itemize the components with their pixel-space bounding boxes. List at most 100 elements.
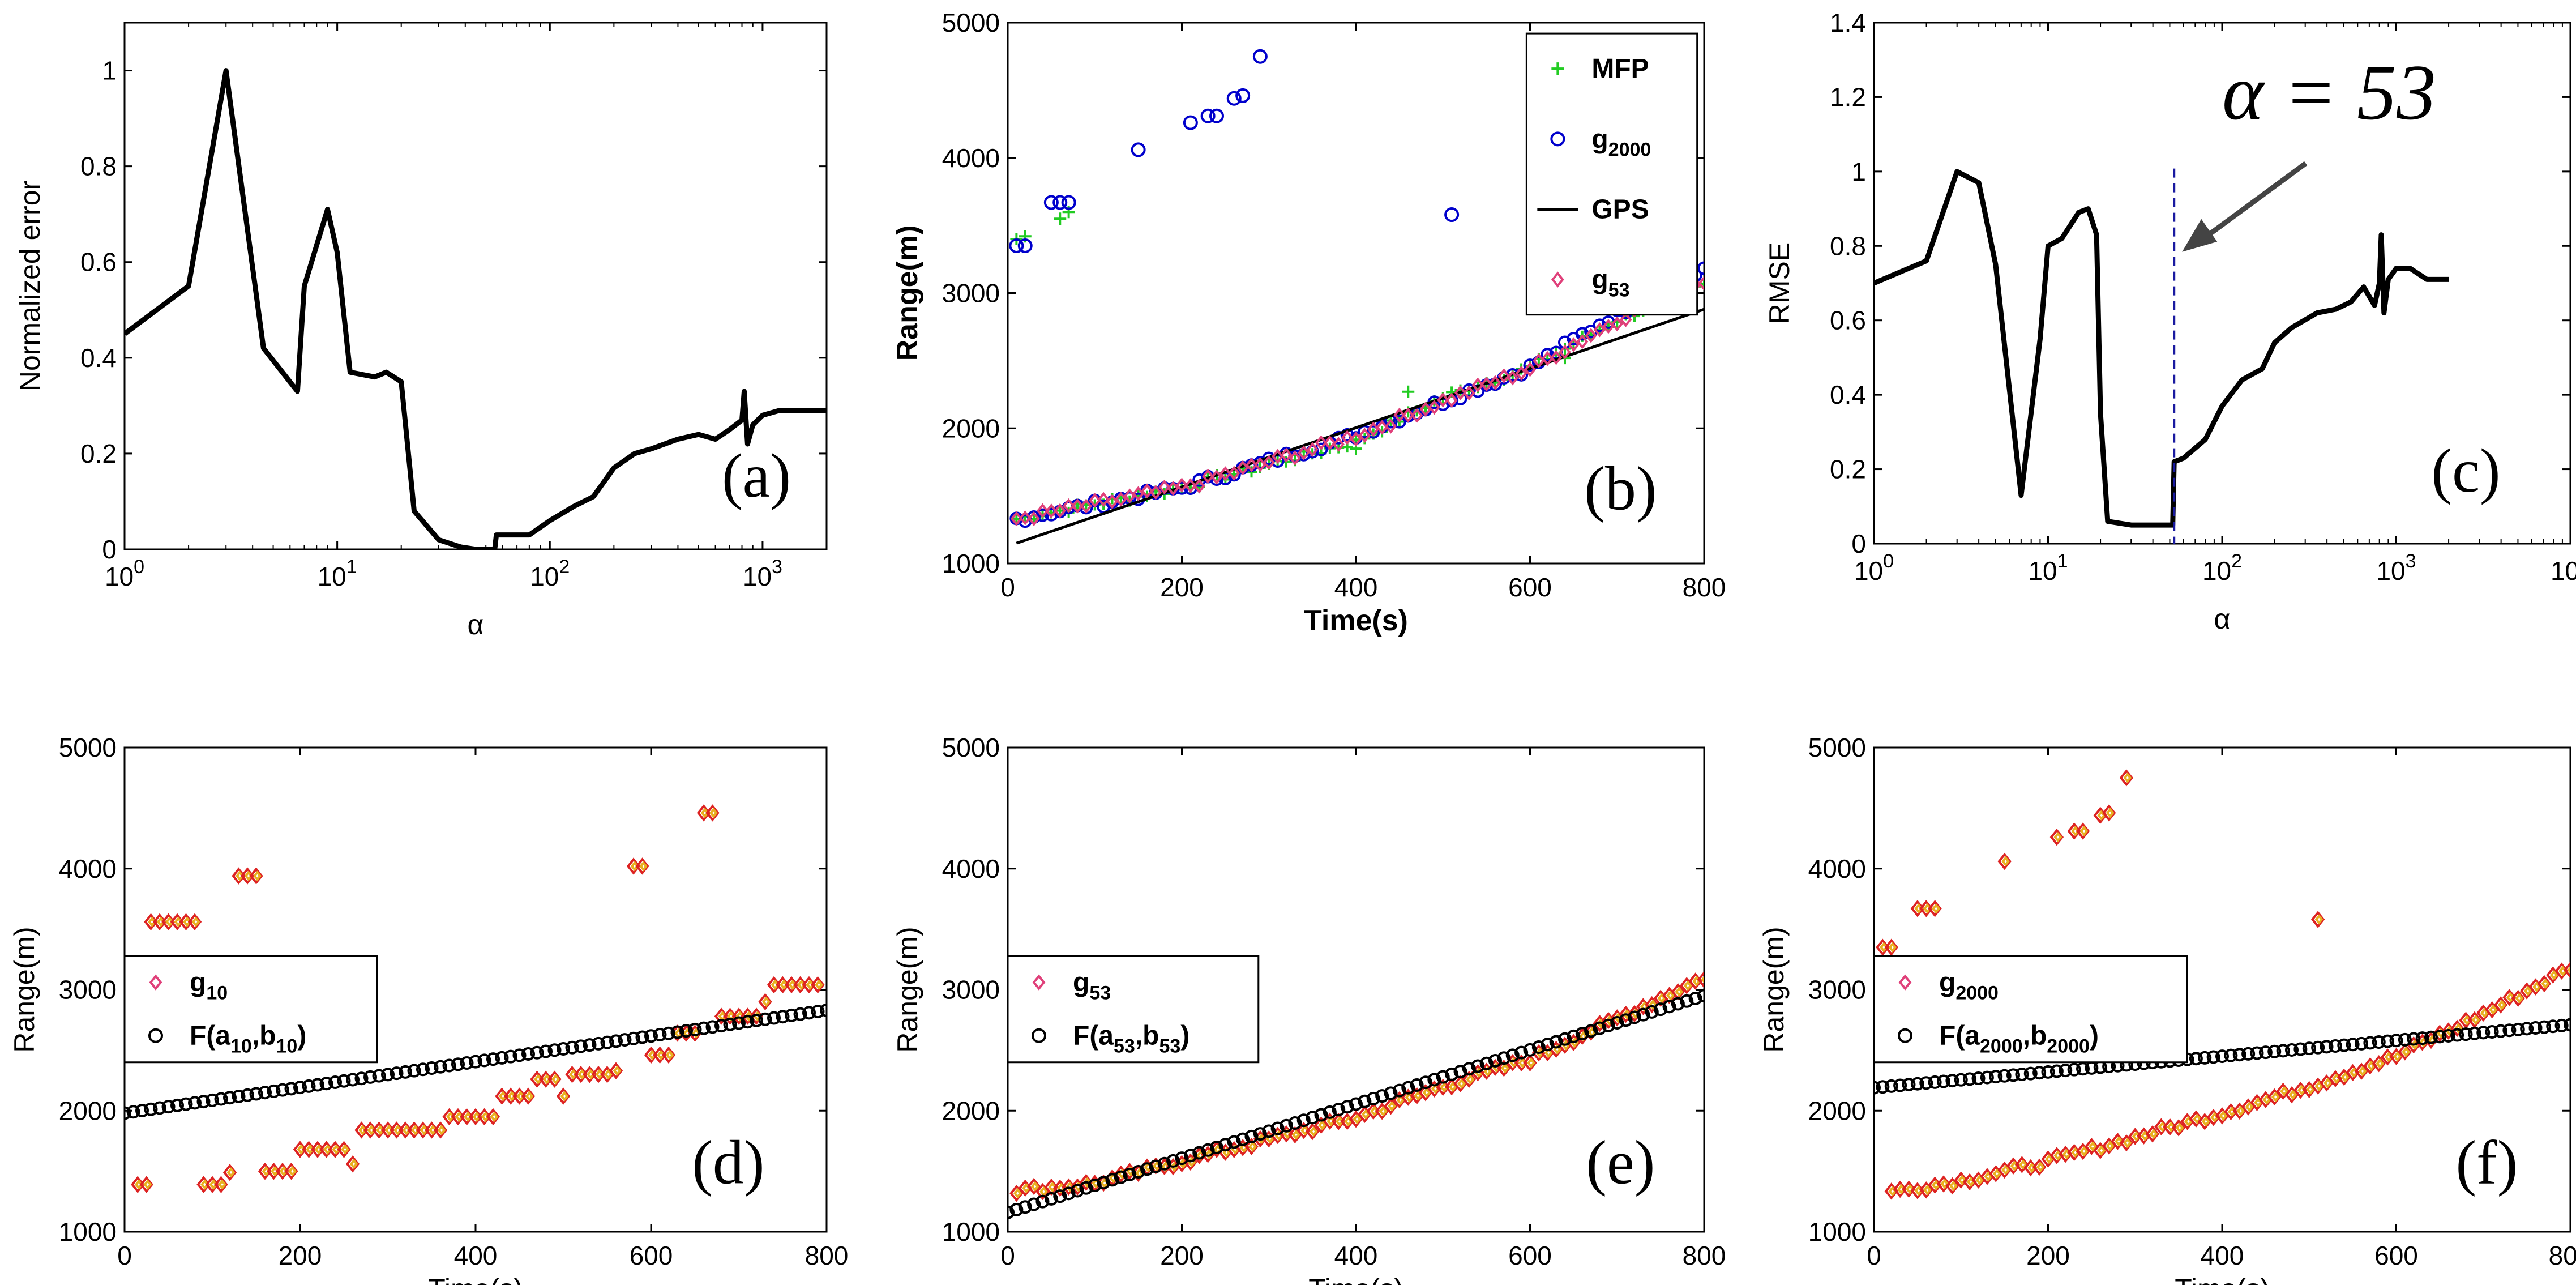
series-g2000-outlier-inner xyxy=(2314,914,2323,925)
series-f-a53-b53--point xyxy=(1288,1116,1302,1130)
series-line xyxy=(1874,169,2449,528)
series-g53-point xyxy=(1010,511,1022,527)
series-f-a2000-b2000--point xyxy=(2285,1043,2299,1057)
series-g10-point-inner xyxy=(341,1144,349,1155)
series-g53-point xyxy=(1009,1184,1024,1202)
series-f-a10-b10--point xyxy=(767,1011,781,1025)
legend-label: g53 xyxy=(1073,968,1111,1004)
series-g10-point xyxy=(372,1121,386,1139)
series-g10-point xyxy=(538,1070,553,1088)
y-tick-label: 0.2 xyxy=(1830,455,1866,484)
series-g10-point xyxy=(583,1065,597,1083)
series-f-a10-b10--point xyxy=(311,1078,324,1092)
legend-subscript: 2000 xyxy=(1608,139,1651,160)
series-f-a2000-b2000--point xyxy=(2311,1040,2325,1055)
x-tick-label: 800 xyxy=(1683,573,1726,602)
series-f-a10-b10--point xyxy=(188,1096,202,1110)
series-g2000-point-inner xyxy=(2402,1047,2411,1057)
y-tick-label: 0 xyxy=(1851,529,1866,558)
series-g10-point xyxy=(407,1121,421,1139)
series-g2000-point-inner xyxy=(2471,1014,2480,1026)
series-f-a53-b53--point xyxy=(1601,1018,1615,1032)
legend-marker xyxy=(1551,271,1564,288)
series-g53-point-inner xyxy=(1457,1078,1466,1089)
series-g2000-point-inner xyxy=(2480,1007,2489,1018)
series-g10-point xyxy=(477,1108,491,1126)
series-f-a2000-b2000--point xyxy=(2450,1028,2464,1042)
series-f-a53-b53--point xyxy=(1175,1151,1189,1166)
series-f-a53-b53--point xyxy=(1149,1159,1163,1173)
series-g53-point xyxy=(1115,492,1127,507)
series-g53-point xyxy=(1244,1138,1259,1155)
series-f-a2000-b2000--point xyxy=(1971,1071,1986,1085)
plot-area xyxy=(125,804,827,1193)
series-f-a53-b53--point xyxy=(1280,1118,1293,1133)
series-f-a10-b10--point xyxy=(530,1045,544,1060)
y-tick-label: 0.4 xyxy=(1830,380,1866,409)
legend-label: F(a10,b10) xyxy=(190,1021,306,1057)
series-g2000-point xyxy=(1954,1171,1968,1189)
series-f-a53-b53--point xyxy=(1688,991,1702,1005)
series-f-a10-b10--point xyxy=(241,1088,254,1102)
legend-subscript: 53 xyxy=(1089,983,1111,1004)
series-f-a10-b10--point xyxy=(697,1021,711,1035)
series-g53-point xyxy=(1079,1173,1093,1192)
series-g53-point xyxy=(1132,486,1145,501)
series-g10-point-inner xyxy=(226,1167,236,1178)
series-g10-point xyxy=(749,1007,764,1025)
series-g53-point-inner xyxy=(1388,1101,1396,1112)
series-f-a2000-b2000--point xyxy=(1945,1074,1959,1088)
series-g53-point xyxy=(1541,351,1554,366)
series-f-a2000-b2000--point xyxy=(1884,1079,1898,1093)
series-g10-point xyxy=(741,1007,755,1025)
x-tick-exponent: 2 xyxy=(559,556,570,578)
series-g2000-point xyxy=(2389,1048,2403,1065)
series-g10-point xyxy=(179,913,193,931)
series-f-a2000-b2000--point xyxy=(2415,1031,2429,1045)
series-g10-point xyxy=(547,1070,562,1088)
x-axis-label: α xyxy=(2214,603,2231,635)
series-f-a53-b53--point xyxy=(1183,1149,1197,1163)
x-tick-label: 800 xyxy=(2549,1241,2576,1270)
series-f-a10-b10--point xyxy=(574,1039,588,1053)
series-f-a10-b10--point xyxy=(196,1095,211,1109)
series-g2000-outlier xyxy=(1061,195,1076,210)
legend-subscript2: 10 xyxy=(276,1036,297,1057)
series-g10-point-inner xyxy=(604,1069,613,1080)
series-g10-point xyxy=(758,993,772,1011)
x-axis-label: Time(s) xyxy=(428,1273,523,1285)
series-f-a2000-b2000--point xyxy=(2015,1068,2029,1082)
y-tick-label: 1 xyxy=(102,56,117,86)
x-tick-label: 600 xyxy=(2374,1241,2418,1270)
series-g2000-point-inner xyxy=(1949,1180,1958,1192)
x-tick-label: 101 xyxy=(2028,550,2068,586)
series-f-a10-b10--point xyxy=(249,1087,263,1101)
series-g10-point xyxy=(139,1176,153,1193)
series-f-a53-b53--point xyxy=(1044,1192,1058,1206)
y-tick-label: 0.6 xyxy=(1830,306,1866,335)
series-f-a2000-b2000--point xyxy=(1997,1069,2012,1083)
series-g10-point-inner xyxy=(762,996,771,1007)
series-f-a2000-b2000--point xyxy=(2276,1044,2290,1058)
series-g2000-point xyxy=(2189,1110,2203,1128)
series-g53-point-inner xyxy=(1448,1081,1457,1092)
x-tick-label: 400 xyxy=(1334,573,1378,602)
series-f-a53-b53--point xyxy=(1105,1173,1119,1187)
x-tick-base: 10 xyxy=(743,562,772,591)
series-g2000-point-inner xyxy=(2149,1129,2158,1139)
series-f-a53-b53--point xyxy=(1201,1143,1215,1157)
series-g53-point xyxy=(1210,469,1223,485)
y-tick-label: 4000 xyxy=(942,143,1000,173)
series-g2000-point-inner xyxy=(2506,992,2515,1003)
y-tick-label: 1000 xyxy=(942,1217,1000,1246)
series-g53-point-inner xyxy=(1666,990,1675,1001)
series-g10-point xyxy=(205,1176,220,1193)
series-g53-point xyxy=(1202,468,1214,484)
x-tick-label: 104 xyxy=(2551,550,2576,586)
series-f-a10-b10--point xyxy=(161,1100,176,1114)
series-g53-point xyxy=(1296,1121,1311,1139)
legend-subscript: 10 xyxy=(230,1036,252,1057)
series-g2000-outlier xyxy=(1052,195,1068,210)
series-g2000-outlier-inner xyxy=(2001,856,2010,867)
